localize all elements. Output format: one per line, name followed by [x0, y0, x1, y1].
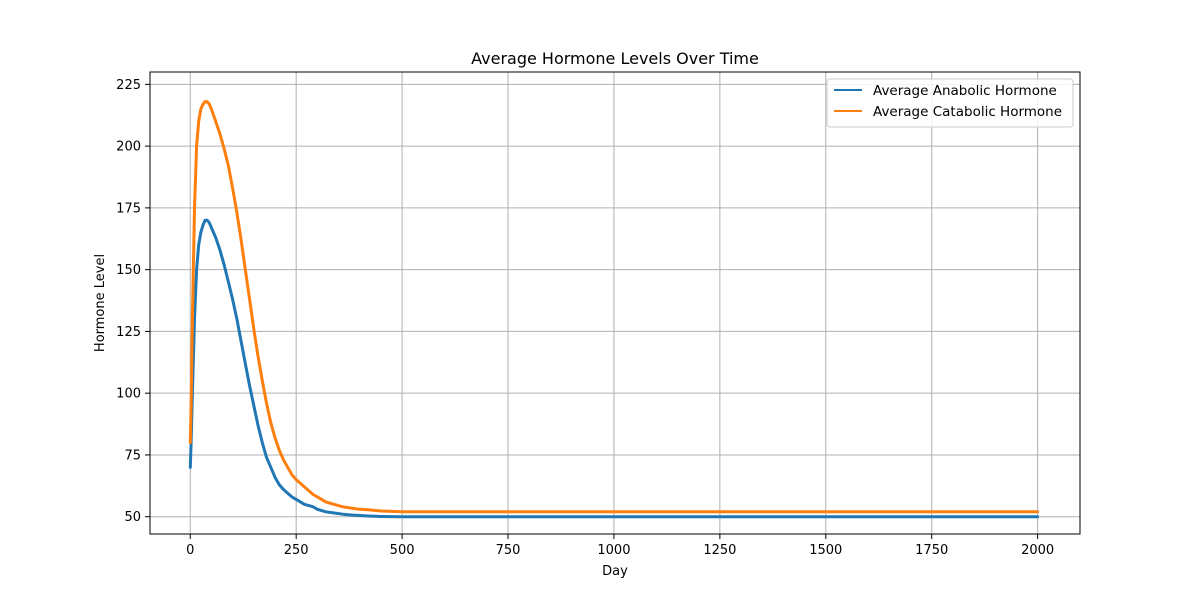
x-tick-label: 1000 — [597, 543, 630, 558]
y-tick-label: 50 — [124, 510, 141, 525]
x-axis-label: Day — [602, 564, 628, 579]
x-tick-label: 250 — [284, 543, 309, 558]
x-tick-label: 1500 — [809, 543, 842, 558]
y-tick-label: 75 — [124, 448, 141, 463]
chart-title: Average Hormone Levels Over Time — [471, 49, 759, 68]
y-tick-label: 100 — [116, 387, 141, 402]
y-axis: 50 75 100 125 150 175 200 225 — [116, 78, 150, 525]
x-tick-label: 750 — [496, 543, 521, 558]
series-line-catabolic — [188, 100, 1040, 514]
legend: Average Anabolic Hormone Average Cataboli… — [826, 78, 1074, 128]
y-tick-label: 125 — [116, 325, 141, 340]
x-tick-label: 2000 — [1021, 543, 1054, 558]
x-tick-label: 500 — [390, 543, 415, 558]
legend-label: Average Catabolic Hormone — [873, 104, 1062, 120]
y-tick-label: 150 — [116, 263, 141, 278]
y-tick-label: 225 — [116, 78, 141, 93]
x-tick-label: 1250 — [703, 543, 736, 558]
legend-label: Average Anabolic Hormone — [873, 83, 1057, 99]
legend-box — [826, 78, 1074, 128]
x-axis: 0 250 500 750 1000 1250 1500 1750 2000 — [186, 534, 1054, 558]
x-tick-label: 1750 — [915, 543, 948, 558]
series-lines — [188, 100, 1040, 519]
y-axis-label: Hormone Level — [93, 254, 108, 352]
plot-frame — [149, 71, 1081, 535]
x-tick-label: 0 — [186, 543, 194, 558]
y-tick-label: 200 — [116, 140, 141, 155]
y-tick-label: 175 — [116, 201, 141, 216]
series-line-anabolic — [188, 218, 1040, 519]
